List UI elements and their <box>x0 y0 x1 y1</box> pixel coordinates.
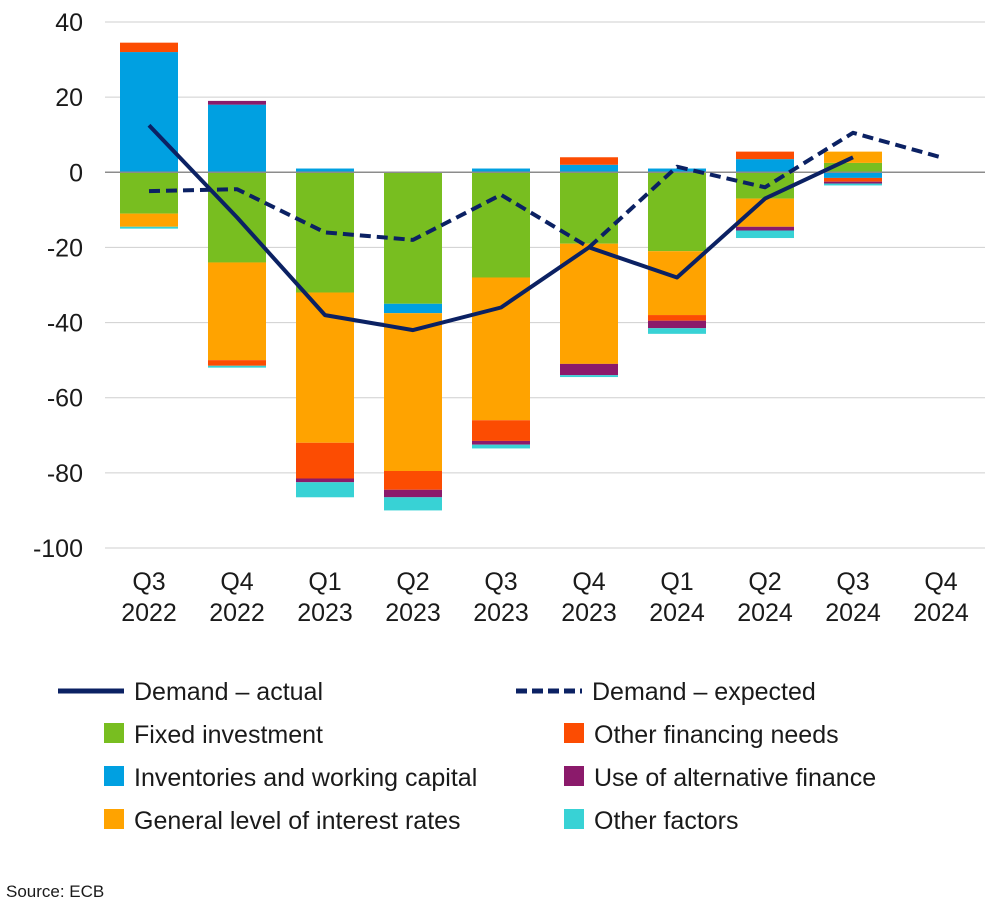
x-tick-label: 2024 <box>737 599 793 627</box>
bar-segment <box>296 482 354 498</box>
x-tick-label: Q3 <box>484 568 517 596</box>
x-tick-label: 2023 <box>297 599 353 627</box>
x-tick-label: Q3 <box>836 568 869 596</box>
demand-expected-line <box>148 130 942 250</box>
bar-segment <box>472 172 530 278</box>
bar-segment <box>824 183 882 186</box>
legend-color-swatch <box>104 809 124 829</box>
x-tick-label: 2022 <box>121 599 177 627</box>
bar-segment <box>648 315 706 321</box>
bar-segment <box>736 151 794 160</box>
bar-segment <box>824 151 882 163</box>
bar-segment <box>296 442 354 479</box>
bar-segment <box>824 181 882 184</box>
bar-segment <box>648 328 706 334</box>
legend: Demand – actual Fixed investment Inventori… <box>58 678 876 835</box>
stacked-bars <box>120 42 882 511</box>
x-tick-label: Q4 <box>220 568 253 596</box>
y-tick-label: 20 <box>55 84 83 112</box>
bar-segment <box>472 420 530 441</box>
bar-segment <box>208 100 266 105</box>
bar-segment <box>208 262 266 361</box>
source-note: Source: ECB <box>6 882 105 901</box>
bar-segment <box>384 497 442 511</box>
bar-segment <box>120 172 178 214</box>
bar-segment <box>208 360 266 366</box>
x-tick-label: 2023 <box>561 599 617 627</box>
demand-actual-line <box>147 123 854 333</box>
bar-segment <box>384 313 442 471</box>
legend-label: Other factors <box>594 807 739 835</box>
x-tick-label: 2023 <box>385 599 441 627</box>
legend-label: Fixed investment <box>134 721 323 749</box>
x-axis-tick-labels: Q3 2022 Q4 2022 Q1 2023 Q2 2023 Q3 2023 Q4 2023 Q1 20… <box>121 568 969 627</box>
x-tick-label: Q2 <box>396 568 429 596</box>
bar-segment <box>560 243 618 364</box>
bar-segment <box>472 168 530 173</box>
bar-segment <box>296 478 354 483</box>
bar-segment <box>824 177 882 182</box>
legend-color-swatch <box>564 723 584 743</box>
bar-segment <box>384 303 442 314</box>
bar-segment <box>384 489 442 498</box>
y-tick-label: -100 <box>33 535 83 563</box>
legend-color-swatch <box>564 809 584 829</box>
y-axis-tick-labels: 40 20 0 -20 -40 -60 -80 -100 <box>33 9 83 563</box>
y-tick-label: -20 <box>47 234 83 262</box>
bar-segment <box>120 213 178 227</box>
bar-segment <box>648 168 706 173</box>
x-tick-label: Q3 <box>132 568 165 596</box>
chart: 40 20 0 -20 -40 -60 -80 -100 Q3 2022 Q4 2022 Q1 2023… <box>33 9 985 835</box>
bar-segment <box>120 42 178 53</box>
legend-label: Demand – expected <box>592 678 816 706</box>
y-tick-label: -40 <box>47 310 83 338</box>
y-tick-label: 0 <box>69 159 83 187</box>
x-tick-label: Q1 <box>660 568 693 596</box>
bar-segment <box>120 52 178 173</box>
legend-label: Inventories and working capital <box>134 764 477 792</box>
bar-segment <box>648 320 706 329</box>
x-tick-label: Q4 <box>924 568 957 596</box>
bar-segment <box>560 164 618 173</box>
x-tick-label: 2024 <box>649 599 705 627</box>
bar-segment <box>472 444 530 449</box>
bar-segment <box>736 198 794 227</box>
bar-segment <box>472 277 530 421</box>
x-tick-label: Q4 <box>572 568 605 596</box>
legend-color-swatch <box>564 766 584 786</box>
y-tick-label: -60 <box>47 385 83 413</box>
demand-lines <box>147 123 942 333</box>
x-tick-label: 2023 <box>473 599 529 627</box>
bar-segment <box>560 157 618 165</box>
bar-segment <box>208 365 266 368</box>
bar-segment <box>824 172 882 178</box>
bar-segment <box>208 104 266 173</box>
bar-segment <box>736 226 794 231</box>
bar-segment <box>824 162 882 173</box>
legend-label: General level of interest rates <box>134 807 461 835</box>
bar-segment <box>736 159 794 173</box>
bar-segment <box>296 168 354 173</box>
x-tick-label: 2024 <box>913 599 969 627</box>
legend-label: Use of alternative finance <box>594 764 876 792</box>
x-tick-label: 2024 <box>825 599 881 627</box>
bar-segment <box>560 375 618 378</box>
bar-segment <box>472 440 530 445</box>
legend-color-swatch <box>104 723 124 743</box>
bar-segment <box>736 230 794 239</box>
legend-label: Other financing needs <box>594 721 839 749</box>
y-tick-label: 40 <box>55 9 83 37</box>
x-tick-label: Q1 <box>308 568 341 596</box>
y-tick-label: -80 <box>47 460 83 488</box>
bar-segment <box>560 363 618 376</box>
bar-segment <box>384 470 442 490</box>
legend-label: Demand – actual <box>134 678 323 706</box>
bar-segment <box>120 226 178 229</box>
x-tick-label: 2022 <box>209 599 265 627</box>
legend-color-swatch <box>104 766 124 786</box>
x-tick-label: Q2 <box>748 568 781 596</box>
